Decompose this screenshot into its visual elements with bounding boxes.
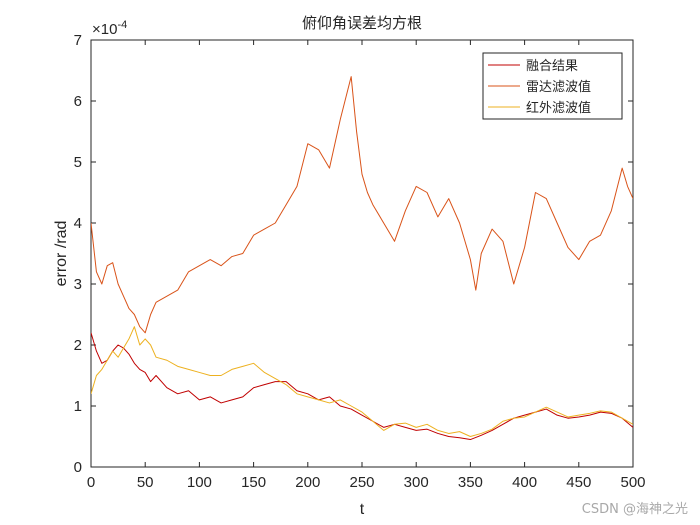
x-tick-label: 50 — [137, 474, 154, 491]
x-tick-label: 350 — [458, 474, 483, 491]
y-tick-label: 4 — [74, 215, 82, 232]
watermark: CSDN @海神之光 — [581, 502, 688, 517]
x-tick-label: 500 — [620, 474, 645, 491]
x-axis-label: t — [360, 501, 365, 518]
series-line-3 — [91, 326, 633, 437]
x-tick-label: 400 — [512, 474, 537, 491]
x-tick-label: 450 — [566, 474, 591, 491]
x-tick-label: 100 — [187, 474, 212, 491]
y-exponent-power: -4 — [117, 19, 127, 31]
legend-label-2: 雷达滤波值 — [526, 79, 591, 95]
y-tick-label: 1 — [74, 398, 82, 415]
x-tick-label: 250 — [349, 474, 374, 491]
x-tick-label: 0 — [87, 474, 95, 491]
y-tick-label: 2 — [74, 337, 82, 354]
legend-label-3: 红外滤波值 — [526, 100, 591, 116]
y-axis-label: error /rad — [53, 221, 70, 287]
x-tick-label: 300 — [404, 474, 429, 491]
y-tick-label: 6 — [74, 93, 82, 110]
y-tick-label: 3 — [74, 276, 82, 293]
series-line-1 — [91, 332, 633, 441]
legend-label-1: 融合结果 — [526, 59, 578, 74]
x-tick-label: 150 — [241, 474, 266, 491]
x-tick-label: 200 — [295, 474, 320, 491]
series-line-2 — [91, 76, 633, 334]
y-exponent-base: ×10 — [92, 21, 117, 38]
y-tick-label: 5 — [74, 154, 82, 171]
y-tick-label: 7 — [74, 32, 82, 49]
chart-title: 俯仰角误差均方根 — [302, 14, 422, 32]
y-tick-label: 0 — [74, 459, 82, 476]
y-exponent-label: ×10-4 — [92, 19, 127, 38]
